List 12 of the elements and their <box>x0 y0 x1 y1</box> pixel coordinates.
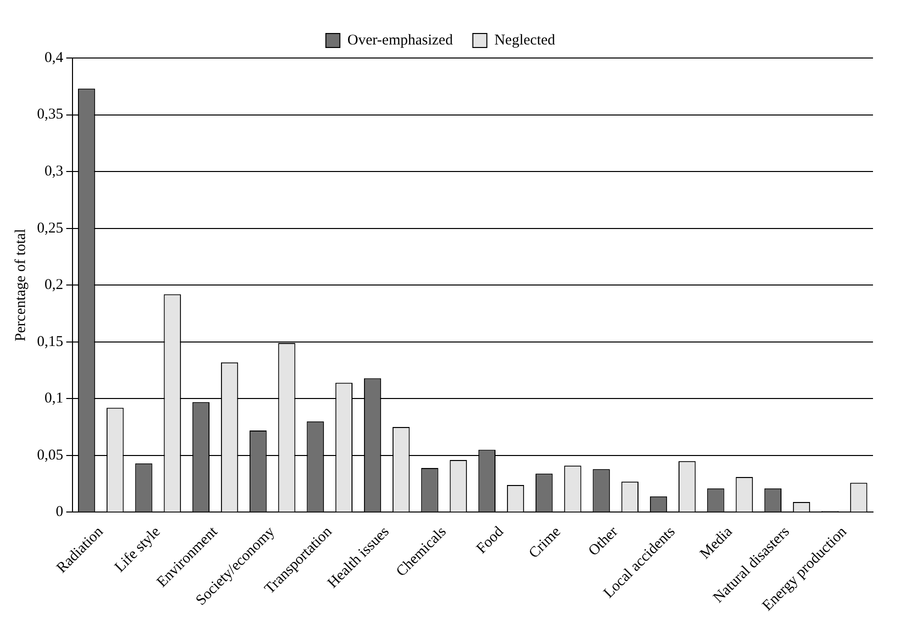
y-tick-label: 0,2 <box>44 277 64 294</box>
y-tick-label: 0,3 <box>44 163 64 180</box>
y-tick-label: 0,4 <box>44 50 64 66</box>
y-tick-label: 0,25 <box>37 220 64 236</box>
y-tick-label: 0,15 <box>37 334 64 350</box>
y-tick-label: 0,35 <box>37 106 64 123</box>
y-tick-label: 0,05 <box>37 447 64 464</box>
y-tick-label: 0 <box>56 504 64 520</box>
y-axis-title: Percentage of total <box>12 228 29 342</box>
legend-label: Neglected <box>494 32 556 48</box>
y-tick-label: 0,1 <box>44 390 64 407</box>
legend-label: Over-emphasized <box>347 32 454 48</box>
